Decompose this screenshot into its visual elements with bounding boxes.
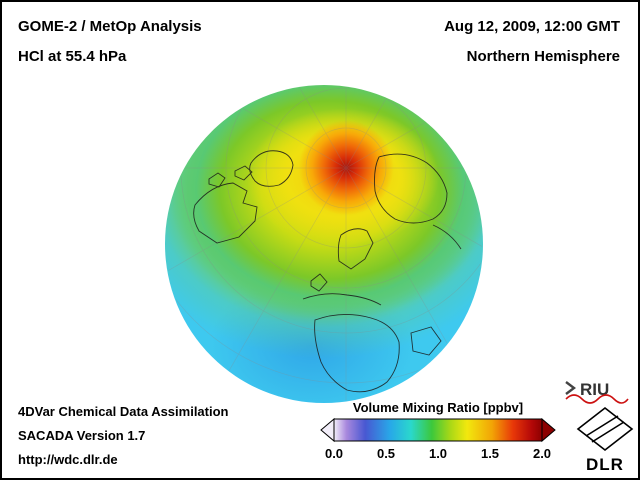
footer-credits: 4DVar Chemical Data Assimilation SACADA … [18,400,229,472]
tick-1: 0.5 [376,446,396,461]
datetime-label: Aug 12, 2009, 12:00 GMT [444,18,620,35]
colorbar-right-arrow [541,418,556,443]
colorbar-gradient-bar [333,418,543,442]
dlr-logo-text: DLR [586,455,624,474]
riu-logo-icon: RIU [565,380,629,404]
coastlines [193,150,462,393]
tick-4: 2.0 [532,446,552,461]
assimilation-label: 4DVar Chemical Data Assimilation [18,404,229,419]
svg-text:RIU: RIU [580,380,609,399]
version-label: SACADA Version 1.7 [18,428,146,443]
header-left: GOME-2 / MetOp Analysis HCl at 55.4 hPa [18,12,202,72]
tick-0: 0.0 [324,446,344,461]
riu-logo: RIU [562,376,632,404]
graticule-lines [166,86,482,402]
analysis-title: GOME-2 / MetOp Analysis [18,18,202,35]
colorbar [320,418,556,443]
tick-3: 1.5 [480,446,500,461]
globe-overlay [166,86,482,402]
header-right: Aug 12, 2009, 12:00 GMT Northern Hemisph… [444,12,620,72]
url-label: http://wdc.dlr.de [18,452,118,467]
colorbar-tick-labels: 0.0 0.5 1.0 1.5 2.0 [325,446,551,462]
region-label: Northern Hemisphere [466,48,620,65]
dlr-logo-icon [576,406,634,452]
colorbar-title: Volume Mixing Ratio [ppbv] [352,400,524,415]
dlr-logo: DLR [574,406,636,474]
tick-2: 1.0 [428,446,448,461]
hemisphere-globe-map [165,85,483,403]
species-level-label: HCl at 55.4 hPa [18,48,127,65]
colorbar-left-arrow [320,418,335,443]
